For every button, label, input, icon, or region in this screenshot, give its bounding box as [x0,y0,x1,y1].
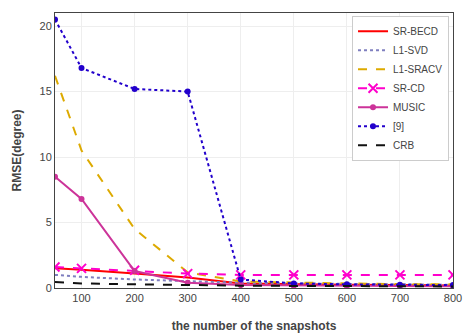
svg-text:the number of the snapshots: the number of the snapshots [172,319,337,333]
svg-text:SR-CD: SR-CD [393,83,425,94]
svg-text:L1-SRACV: L1-SRACV [393,64,442,75]
svg-text:RMSE(degree): RMSE(degree) [10,109,24,191]
svg-text:SR-BECD: SR-BECD [393,26,438,37]
svg-text:300: 300 [178,292,196,304]
svg-text:600: 600 [338,292,356,304]
svg-text:20: 20 [40,20,52,32]
svg-text:100: 100 [72,292,90,304]
svg-text:800: 800 [444,292,462,304]
svg-text:200: 200 [125,292,143,304]
svg-text:10: 10 [40,151,52,163]
svg-text:500: 500 [285,292,303,304]
svg-text:400: 400 [232,292,250,304]
svg-text:L1-SVD: L1-SVD [393,45,428,56]
svg-text:[9]: [9] [393,121,404,132]
svg-text:MUSIC: MUSIC [393,102,425,113]
svg-text:700: 700 [391,292,409,304]
svg-text:15: 15 [40,85,52,97]
svg-text:5: 5 [46,216,52,228]
svg-text:0: 0 [46,282,52,294]
svg-text:CRB: CRB [393,140,414,151]
